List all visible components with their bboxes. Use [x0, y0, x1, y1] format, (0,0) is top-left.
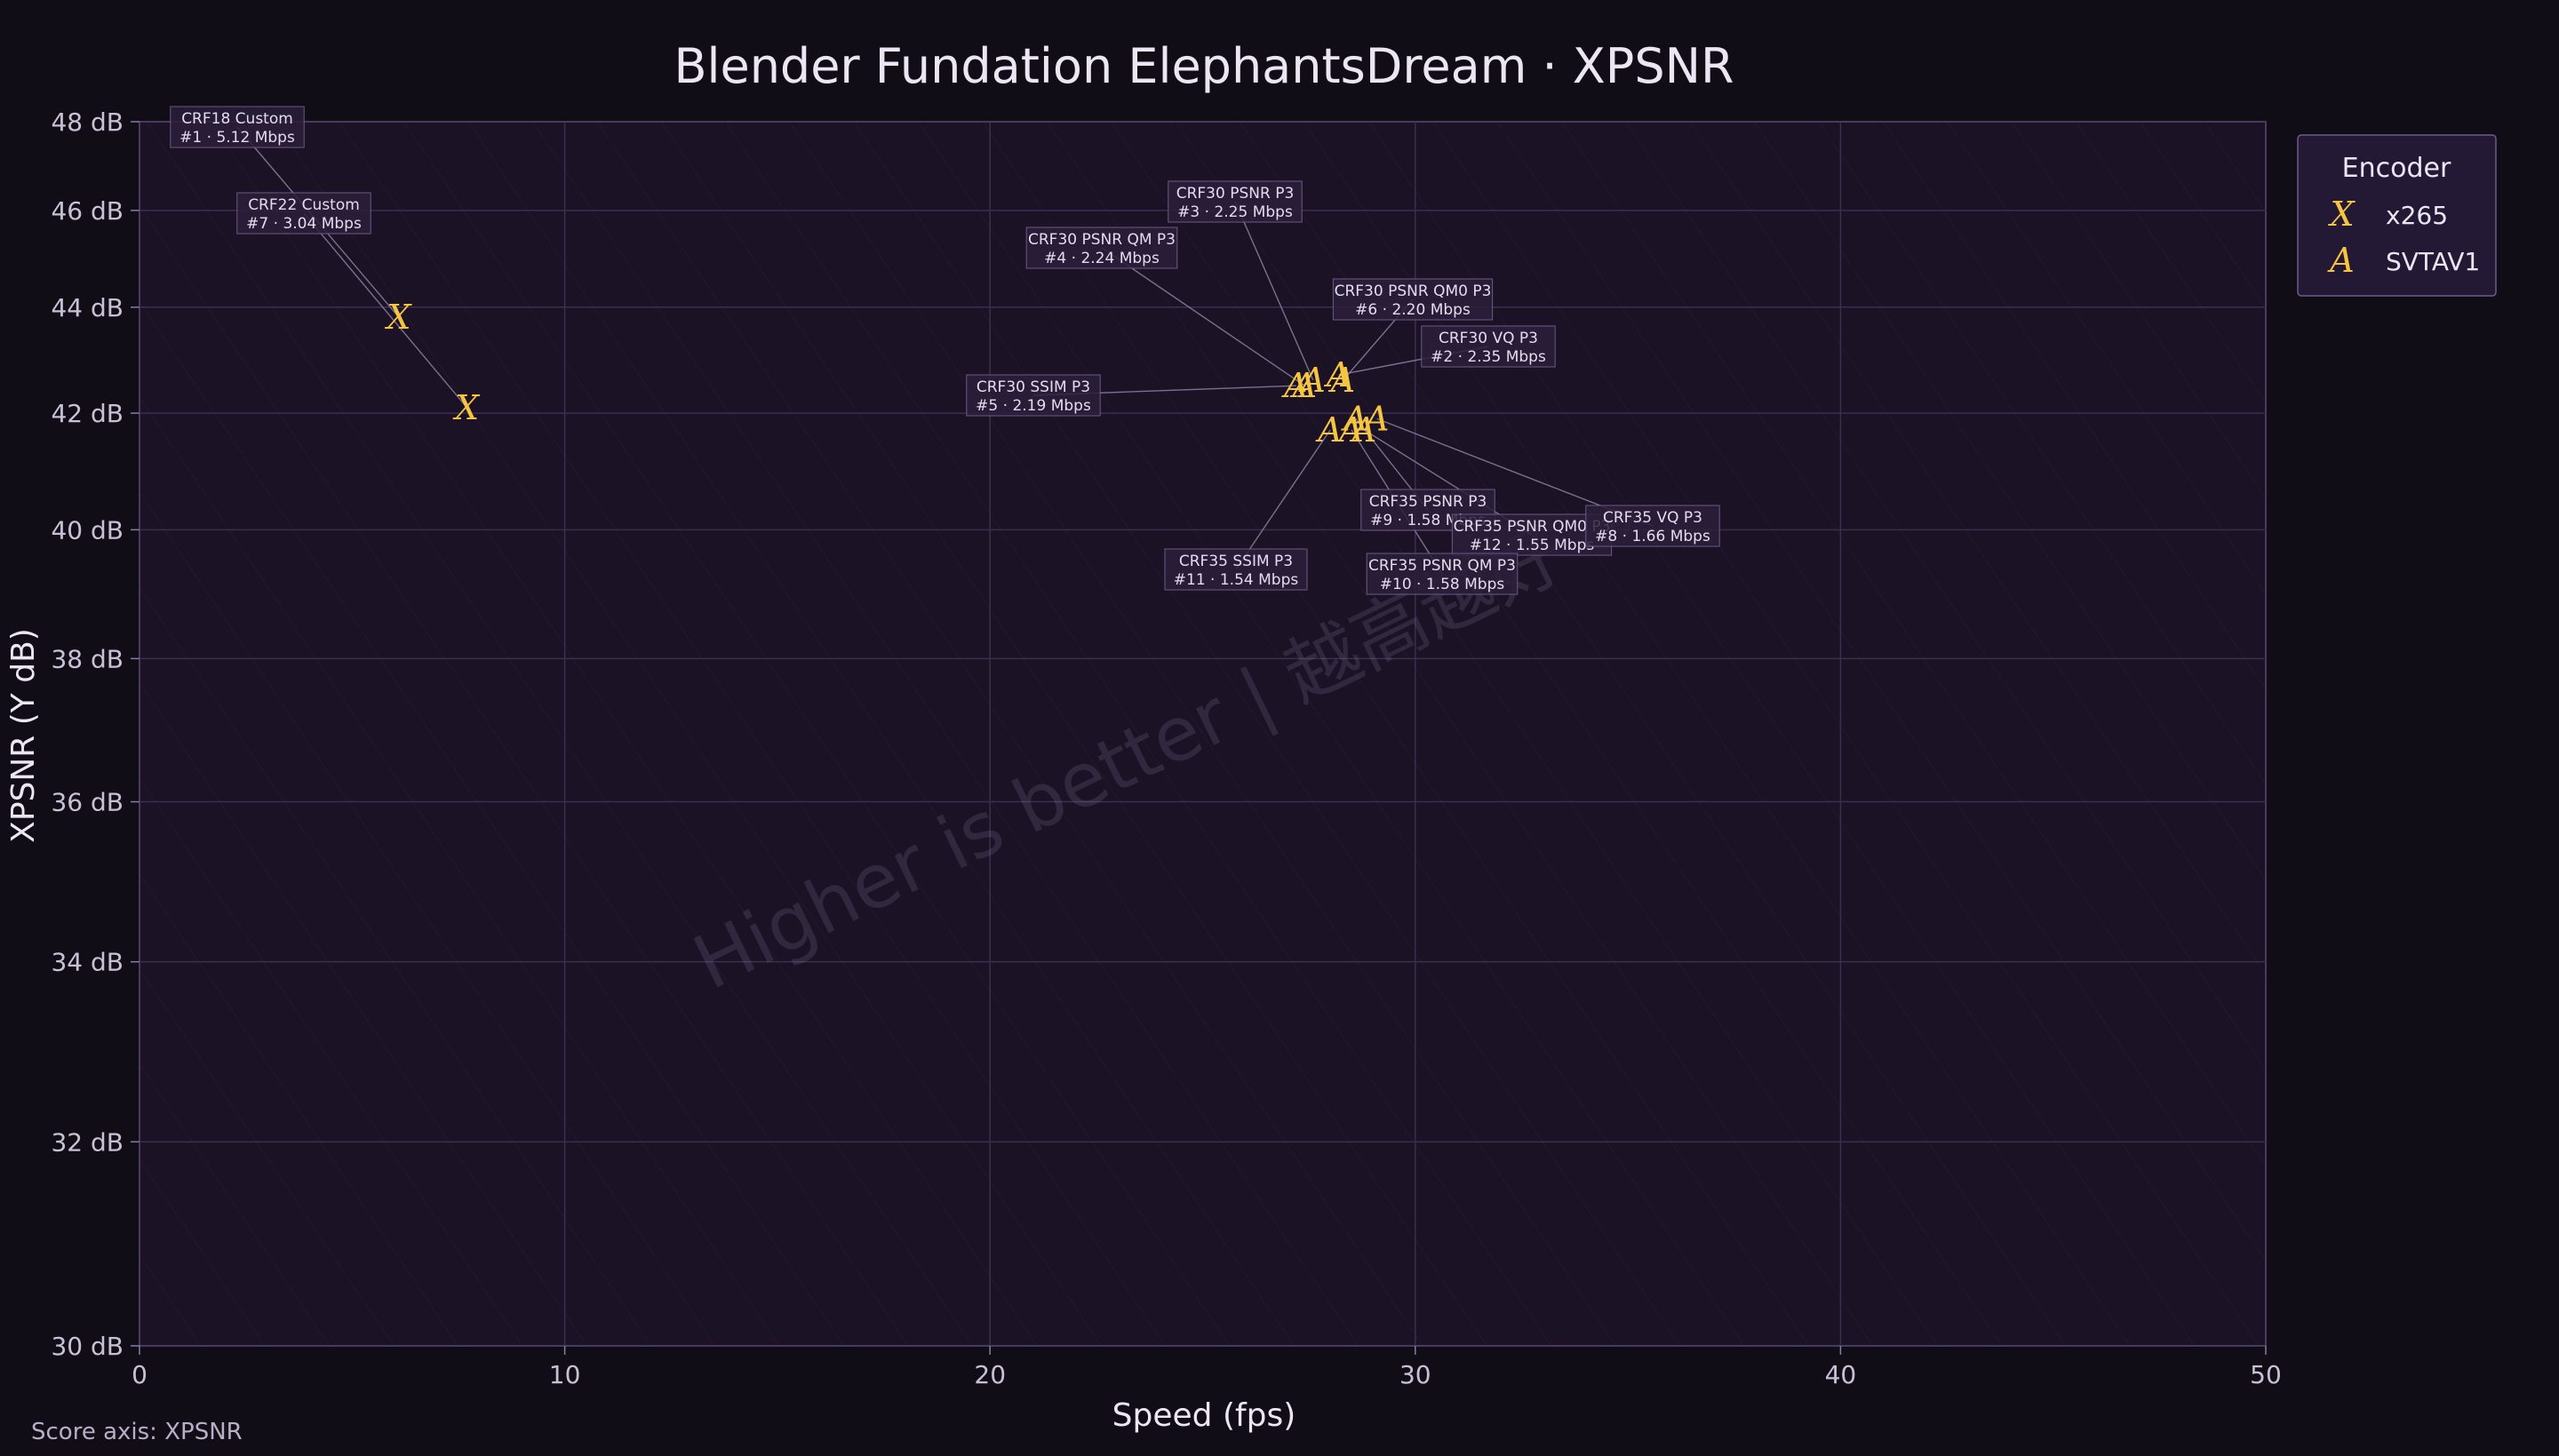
data-point-svtav1: A	[1341, 399, 1367, 438]
annotation-label: CRF35 PSNR QM0 P3	[1454, 518, 1611, 536]
y-tick-label: 46 dB	[51, 196, 124, 226]
legend-marker-x265: X	[2327, 195, 2356, 234]
legend-entry-x265: x265	[2386, 201, 2448, 230]
legend-box	[2297, 134, 2497, 297]
annotation-label: CRF30 VQ P3	[1439, 330, 1538, 347]
annotation-detail: #5 · 2.19 Mbps	[976, 397, 1091, 415]
annotation-labels: CRF18 Custom#1 · 5.12 Mbps CRF22 Custom#7…	[170, 106, 1720, 595]
x-tick-label: 10	[549, 1360, 581, 1389]
annotation-label: CRF30 PSNR QM P3	[1028, 231, 1176, 249]
x-tick-label: 20	[974, 1360, 1006, 1389]
annotation-detail: #6 · 2.20 Mbps	[1355, 301, 1471, 319]
y-tick-label: 48 dB	[51, 107, 124, 137]
annotation-label: CRF22 Custom	[248, 196, 360, 214]
x-tick-label: 50	[2250, 1360, 2282, 1389]
annotation-box	[170, 106, 305, 148]
annotation-label: CRF35 VQ P3	[1603, 509, 1702, 527]
y-tick-label: 42 dB	[51, 399, 124, 428]
annotation-label: CRF30 PSNR QM0 P3	[1335, 282, 1492, 300]
annotation-box	[1421, 325, 1556, 368]
annotation-detail: #1 · 5.12 Mbps	[179, 129, 295, 147]
annotation-box	[1585, 505, 1720, 547]
annotation-box	[1164, 548, 1308, 591]
y-tick-label: 30 dB	[51, 1332, 124, 1361]
data-point-svtav1: A	[1281, 366, 1308, 405]
y-tick-label: 38 dB	[51, 644, 124, 673]
x-axis-label: Speed (fps)	[1112, 1397, 1296, 1434]
grid-lines	[140, 122, 2266, 1346]
data-point-svtav1: A	[1315, 410, 1342, 450]
data-point-svtav1: A	[1324, 355, 1351, 394]
data-point-svtav1: A	[1328, 361, 1355, 400]
annotation-label: CRF35 PSNR QM P3	[1368, 557, 1516, 575]
legend-marker-svtav1: A	[2327, 241, 2354, 280]
data-point-svtav1: A	[1298, 361, 1325, 400]
annotation-detail: #11 · 1.54 Mbps	[1174, 571, 1299, 589]
annotation-detail: #4 · 2.24 Mbps	[1044, 250, 1160, 267]
annotation-detail: #3 · 2.25 Mbps	[1177, 203, 1293, 221]
annotation-box	[966, 374, 1101, 417]
annotation-box	[1332, 278, 1494, 321]
annotation-box	[1168, 180, 1303, 223]
y-tick-label: 44 dB	[51, 293, 124, 322]
chart-title: Blender Fundation ElephantsDream · XPSNR	[674, 38, 1734, 94]
data-point-x265: X	[384, 298, 412, 337]
y-axis-label: XPSNR (Y dB)	[5, 628, 42, 843]
y-tick-label: 32 dB	[51, 1127, 124, 1157]
annotation-label: CRF35 SSIM P3	[1179, 553, 1293, 570]
annotation-leader	[1101, 247, 1305, 386]
legend-entry-svtav1: SVTAV1	[2386, 247, 2480, 276]
annotation-leader	[1234, 201, 1314, 381]
annotation-box	[1366, 553, 1519, 595]
x-tick-label: 0	[132, 1360, 147, 1389]
annotation-detail: #8 · 1.66 Mbps	[1595, 528, 1710, 545]
legend-title: Encoder	[2342, 153, 2451, 184]
y-tick-label: 34 dB	[51, 948, 124, 977]
x-axis: 0 10 20 30 40 50	[132, 1346, 2282, 1389]
x-tick-label: 40	[1825, 1360, 1857, 1389]
annotation-label: CRF30 SSIM P3	[977, 378, 1090, 396]
data-point-svtav1: A	[1336, 410, 1363, 450]
annotation-label: CRF18 Custom	[181, 110, 293, 128]
x-tick-label: 30	[1399, 1360, 1431, 1389]
annotation-box	[1025, 227, 1178, 269]
data-point-svtav1: A	[1362, 399, 1389, 438]
annotation-label: CRF30 PSNR P3	[1176, 185, 1295, 203]
annotation-leader	[303, 212, 468, 409]
annotation-leader	[1235, 429, 1331, 570]
annotation-detail: #7 · 3.04 Mbps	[246, 215, 362, 233]
y-tick-label: 40 dB	[51, 515, 124, 545]
annotation-label: CRF35 PSNR P3	[1369, 493, 1487, 511]
annotation-detail: #2 · 2.35 Mbps	[1431, 348, 1546, 366]
y-tick-label: 36 dB	[51, 788, 124, 817]
data-point-x265: X	[452, 388, 481, 427]
legend: Encoder X x265 A SVTAV1	[2297, 134, 2497, 297]
annotation-detail: #12 · 1.55 Mbps	[1470, 537, 1595, 554]
annotation-box	[236, 192, 371, 235]
y-axis: 30 dB 32 dB 34 dB 36 dB 38 dB 40 dB 42 dB 44 dB…	[51, 107, 140, 1361]
data-point-svtav1: A	[1350, 410, 1376, 450]
annotation-detail: #10 · 1.58 Mbps	[1380, 576, 1505, 593]
data-point-svtav1: A	[1290, 366, 1317, 405]
footnote: Score axis: XPSNR	[31, 1419, 243, 1445]
annotation-box	[1360, 489, 1495, 531]
annotation-box	[1451, 513, 1613, 556]
